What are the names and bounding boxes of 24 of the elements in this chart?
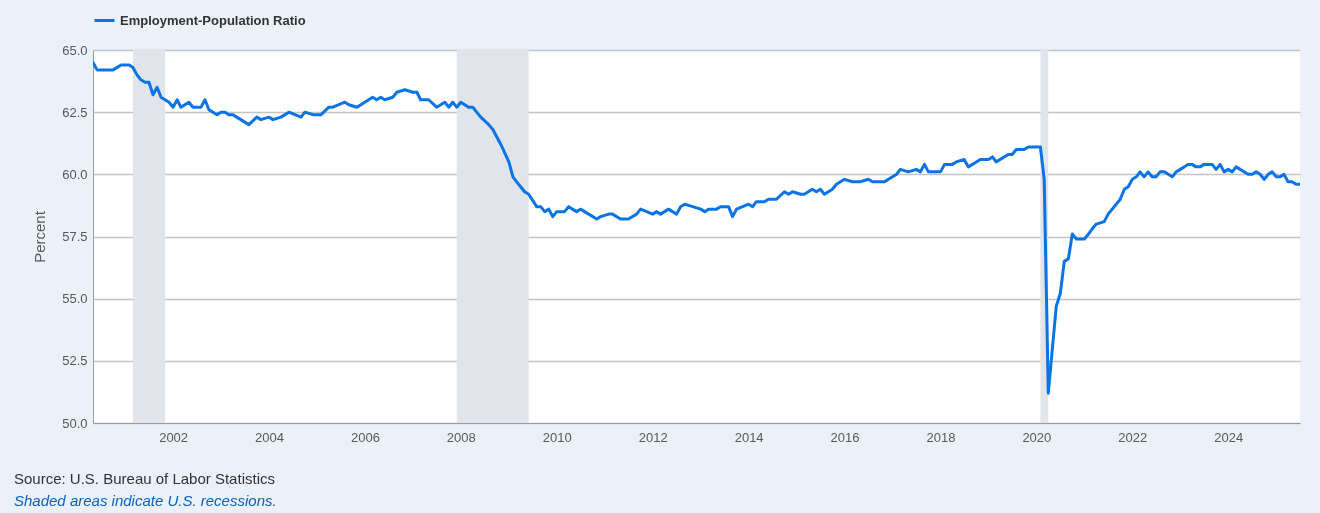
x-tick-label: 2018	[926, 429, 956, 445]
legend-label: Employment-Population Ratio	[120, 12, 306, 28]
y-tick-label: 55.0	[62, 291, 88, 307]
x-tick-label: 2024	[1214, 429, 1244, 445]
text: Shaded areas indicate U.S. recessions.	[14, 491, 277, 511]
x-tick-label: 2006	[350, 429, 380, 445]
y-tick-label: 62.5	[62, 104, 88, 120]
y-axis-title: Percent	[31, 210, 49, 263]
x-tick-label: 2022	[1118, 429, 1148, 445]
source-note: Source: U.S. Bureau of Labor Statistics	[14, 469, 276, 489]
x-tick-label: 2014	[734, 429, 764, 445]
x-tick-label: 2004	[254, 429, 284, 445]
x-tick-label: 2010	[542, 429, 572, 445]
x-tick-label: 2020	[1022, 429, 1052, 445]
y-tick-label: 60.0	[62, 166, 88, 182]
y-tick-label: 52.5	[62, 353, 88, 369]
line-series	[93, 60, 1300, 395]
y-tick-label: 65.0	[62, 42, 88, 58]
x-tick-label: 2016	[830, 429, 860, 445]
x-tick-label: 2008	[446, 429, 476, 445]
y-tick-label: 57.5	[62, 229, 88, 244]
x-tick-label: 2002	[159, 429, 189, 445]
x-tick-label: 2012	[638, 429, 668, 445]
y-tick-label: 50.0	[62, 415, 88, 431]
